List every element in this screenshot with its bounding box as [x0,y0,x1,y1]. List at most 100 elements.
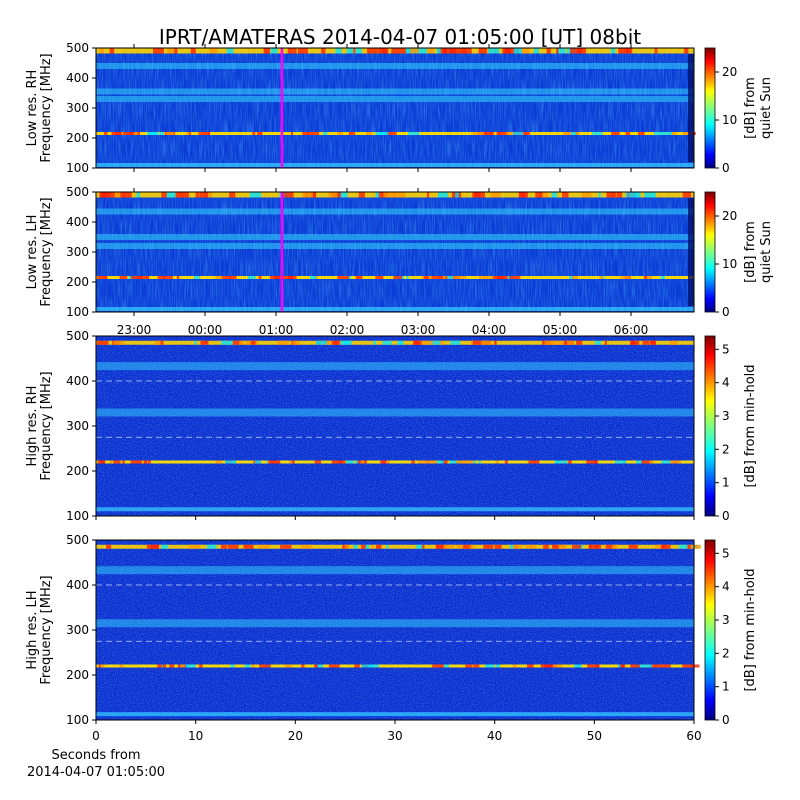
band-speckle [175,192,184,198]
band-speckle [206,544,211,549]
colorbar-tick-label: 2 [722,442,730,456]
band-speckle [251,664,255,668]
band-speckle [361,664,373,668]
y-axis-label: Low res. RH [25,70,40,147]
band-speckle [455,192,459,198]
band-speckle [428,340,440,345]
y-axis-label: High res. RH [25,386,40,467]
colorbar-tick-label: 0 [722,509,730,523]
band-speckle [506,132,514,135]
band-speckle [563,132,571,135]
x-tick-label: 00:00 [188,323,223,337]
band-speckle [630,664,640,668]
band-speckle [101,664,105,668]
band-speckle [473,460,476,464]
panel-high-res-rh: 100 200 300 400 500 High res. RH Frequency [MH… [25,329,758,523]
band-speckle [383,132,389,135]
colorbar-tick-label: 0 [722,713,730,727]
band-speckle [436,460,444,464]
band-speckle [287,276,297,279]
band-speckle [611,132,620,135]
band-speckle [397,340,403,345]
emission-band [96,208,694,215]
band-speckle [577,664,582,668]
band-speckle [166,132,175,135]
band-speckle [630,340,636,345]
band-speckle [441,460,448,464]
band-speckle [137,276,147,279]
band-speckle [215,460,222,464]
band-speckle [551,340,556,345]
y-tick-label: 100 [66,161,89,175]
band-speckle [611,544,618,549]
band-speckle [569,276,575,279]
band-speckle [655,664,666,668]
x-tick-label: 10 [188,729,203,743]
band-speckle [198,132,210,135]
band-speckle [687,544,693,549]
band-speckle [162,276,173,279]
colorbar-tick-label: 5 [722,546,730,560]
band-speckle [205,340,209,345]
band-speckle [518,192,528,198]
band-speckle [346,460,354,464]
band-speckle [310,276,317,279]
band-speckle [406,276,409,279]
band-speckle [314,460,319,464]
band-speckle [443,544,455,549]
band-speckle [166,192,176,198]
band-speckle [375,276,384,279]
band-speckle [420,544,425,549]
band-speckle [258,544,271,549]
band-speckle [377,192,388,198]
band-speckle [130,460,142,464]
band-speckle [153,48,164,54]
band-speckle [150,132,157,135]
band-speckle [603,544,607,549]
band-speckle [669,460,682,464]
band-speckle [551,544,559,549]
band-speckle [512,132,524,135]
band-speckle [382,340,392,345]
band-speckle [615,460,627,464]
band-speckle [595,340,601,345]
band-speckle [130,276,142,279]
band-speckle [185,664,196,668]
band-speckle [207,132,211,135]
y-tick-label: 200 [66,275,89,289]
band-speckle [576,340,583,345]
band-speckle [440,544,447,549]
band-speckle [423,276,429,279]
band-speckle [641,460,652,464]
band-speckle [653,132,666,135]
band-speckle [512,664,517,668]
band-speckle [98,664,101,668]
emission-band [96,340,694,345]
colorbar [704,191,716,313]
band-speckle [586,460,598,464]
band-speckle [292,340,300,345]
band-speckle [462,48,472,54]
band-speckle [506,48,515,54]
band-speckle [100,460,106,464]
band-speckle [556,48,566,54]
band-speckle [290,132,293,135]
band-speckle [618,664,621,668]
band-speckle [568,460,572,464]
colorbar-label: quiet Sun [759,221,774,283]
band-speckle [337,276,349,279]
band-speckle [221,340,233,345]
x-tick-label: 23:00 [117,323,152,337]
band-speckle [368,664,379,668]
band-speckle [209,48,218,54]
x-tick-label: 01:00 [259,323,294,337]
band-speckle [346,48,354,54]
emission-band [96,712,694,717]
band-speckle [200,340,203,345]
band-speckle [361,544,366,549]
emission-band [96,234,694,240]
band-speckle [570,48,583,54]
band-speckle [252,132,256,135]
x-tick-label: 0 [92,729,100,743]
